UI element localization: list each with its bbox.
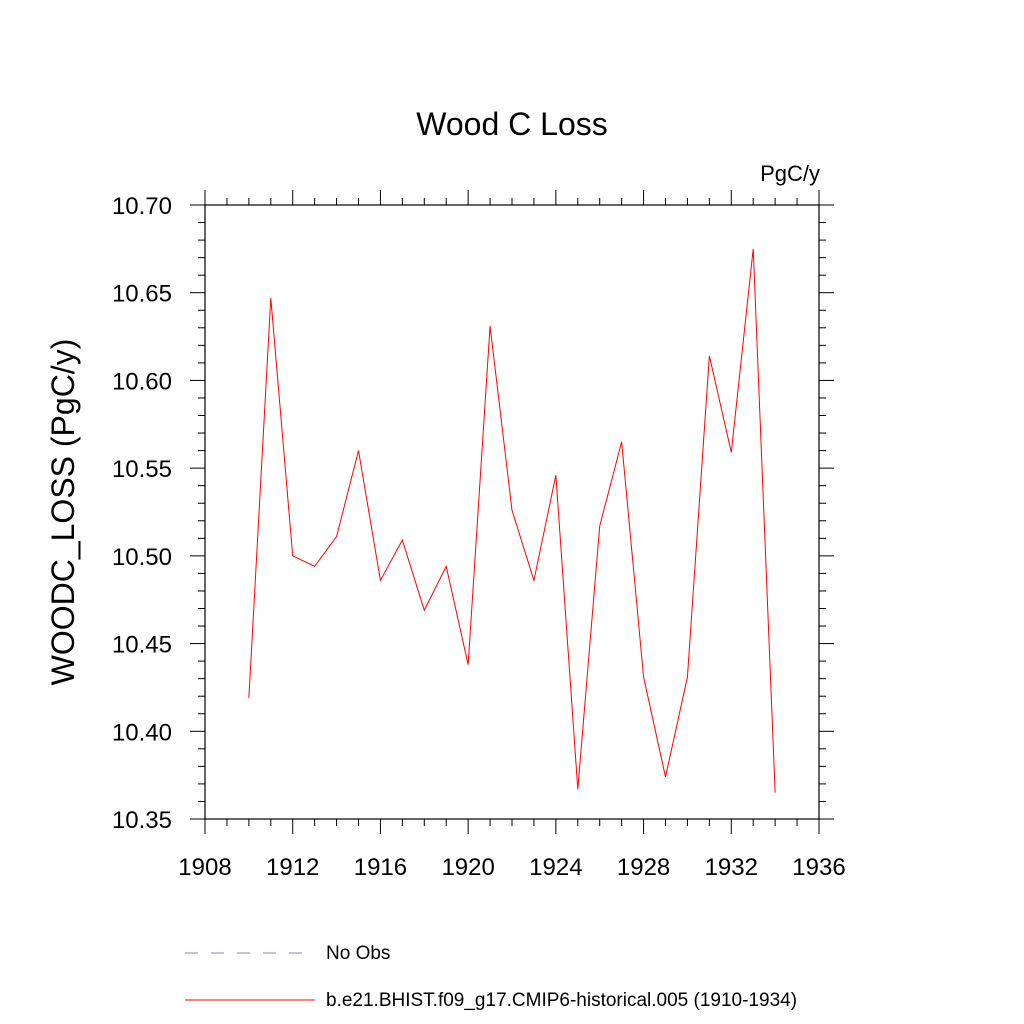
y-tick-label: 10.65 xyxy=(112,281,172,308)
y-tick-label: 10.50 xyxy=(112,544,172,571)
chart-title: Wood C Loss xyxy=(416,106,608,142)
y-tick-label: 10.40 xyxy=(112,719,172,746)
units-label: PgC/y xyxy=(760,161,820,186)
y-tick-label: 10.55 xyxy=(112,456,172,483)
plot-frame xyxy=(204,204,820,820)
x-tick-label: 1924 xyxy=(529,854,582,881)
axis-ticks xyxy=(190,190,834,834)
y-tick-label: 10.35 xyxy=(112,807,172,834)
legend: No Obs b.e21.BHIST.f09_g17.CMIP6-histori… xyxy=(185,943,797,1011)
x-tick-label: 1916 xyxy=(354,854,407,881)
x-tick-label: 1928 xyxy=(617,854,670,881)
legend-label-no-obs: No Obs xyxy=(326,943,390,964)
x-tick-label: 1932 xyxy=(705,854,758,881)
tick-labels: 1908 1912 1916 1920 1924 1928 1932 1936 10.35 10.… xyxy=(112,193,846,881)
legend-label-historical: b.e21.BHIST.f09_g17.CMIP6-historical.005… xyxy=(326,990,797,1011)
y-tick-label: 10.45 xyxy=(112,632,172,659)
series-line-historical xyxy=(248,248,776,793)
series-layer xyxy=(248,248,776,793)
x-tick-label: 1908 xyxy=(178,854,231,881)
x-tick-label: 1936 xyxy=(792,854,845,881)
x-tick-label: 1920 xyxy=(441,854,494,881)
y-axis-label: WOODC_LOSS (PgC/y) xyxy=(45,339,81,686)
x-tick-label: 1912 xyxy=(266,854,319,881)
y-tick-label: 10.60 xyxy=(112,368,172,395)
y-tick-label: 10.70 xyxy=(112,193,172,220)
